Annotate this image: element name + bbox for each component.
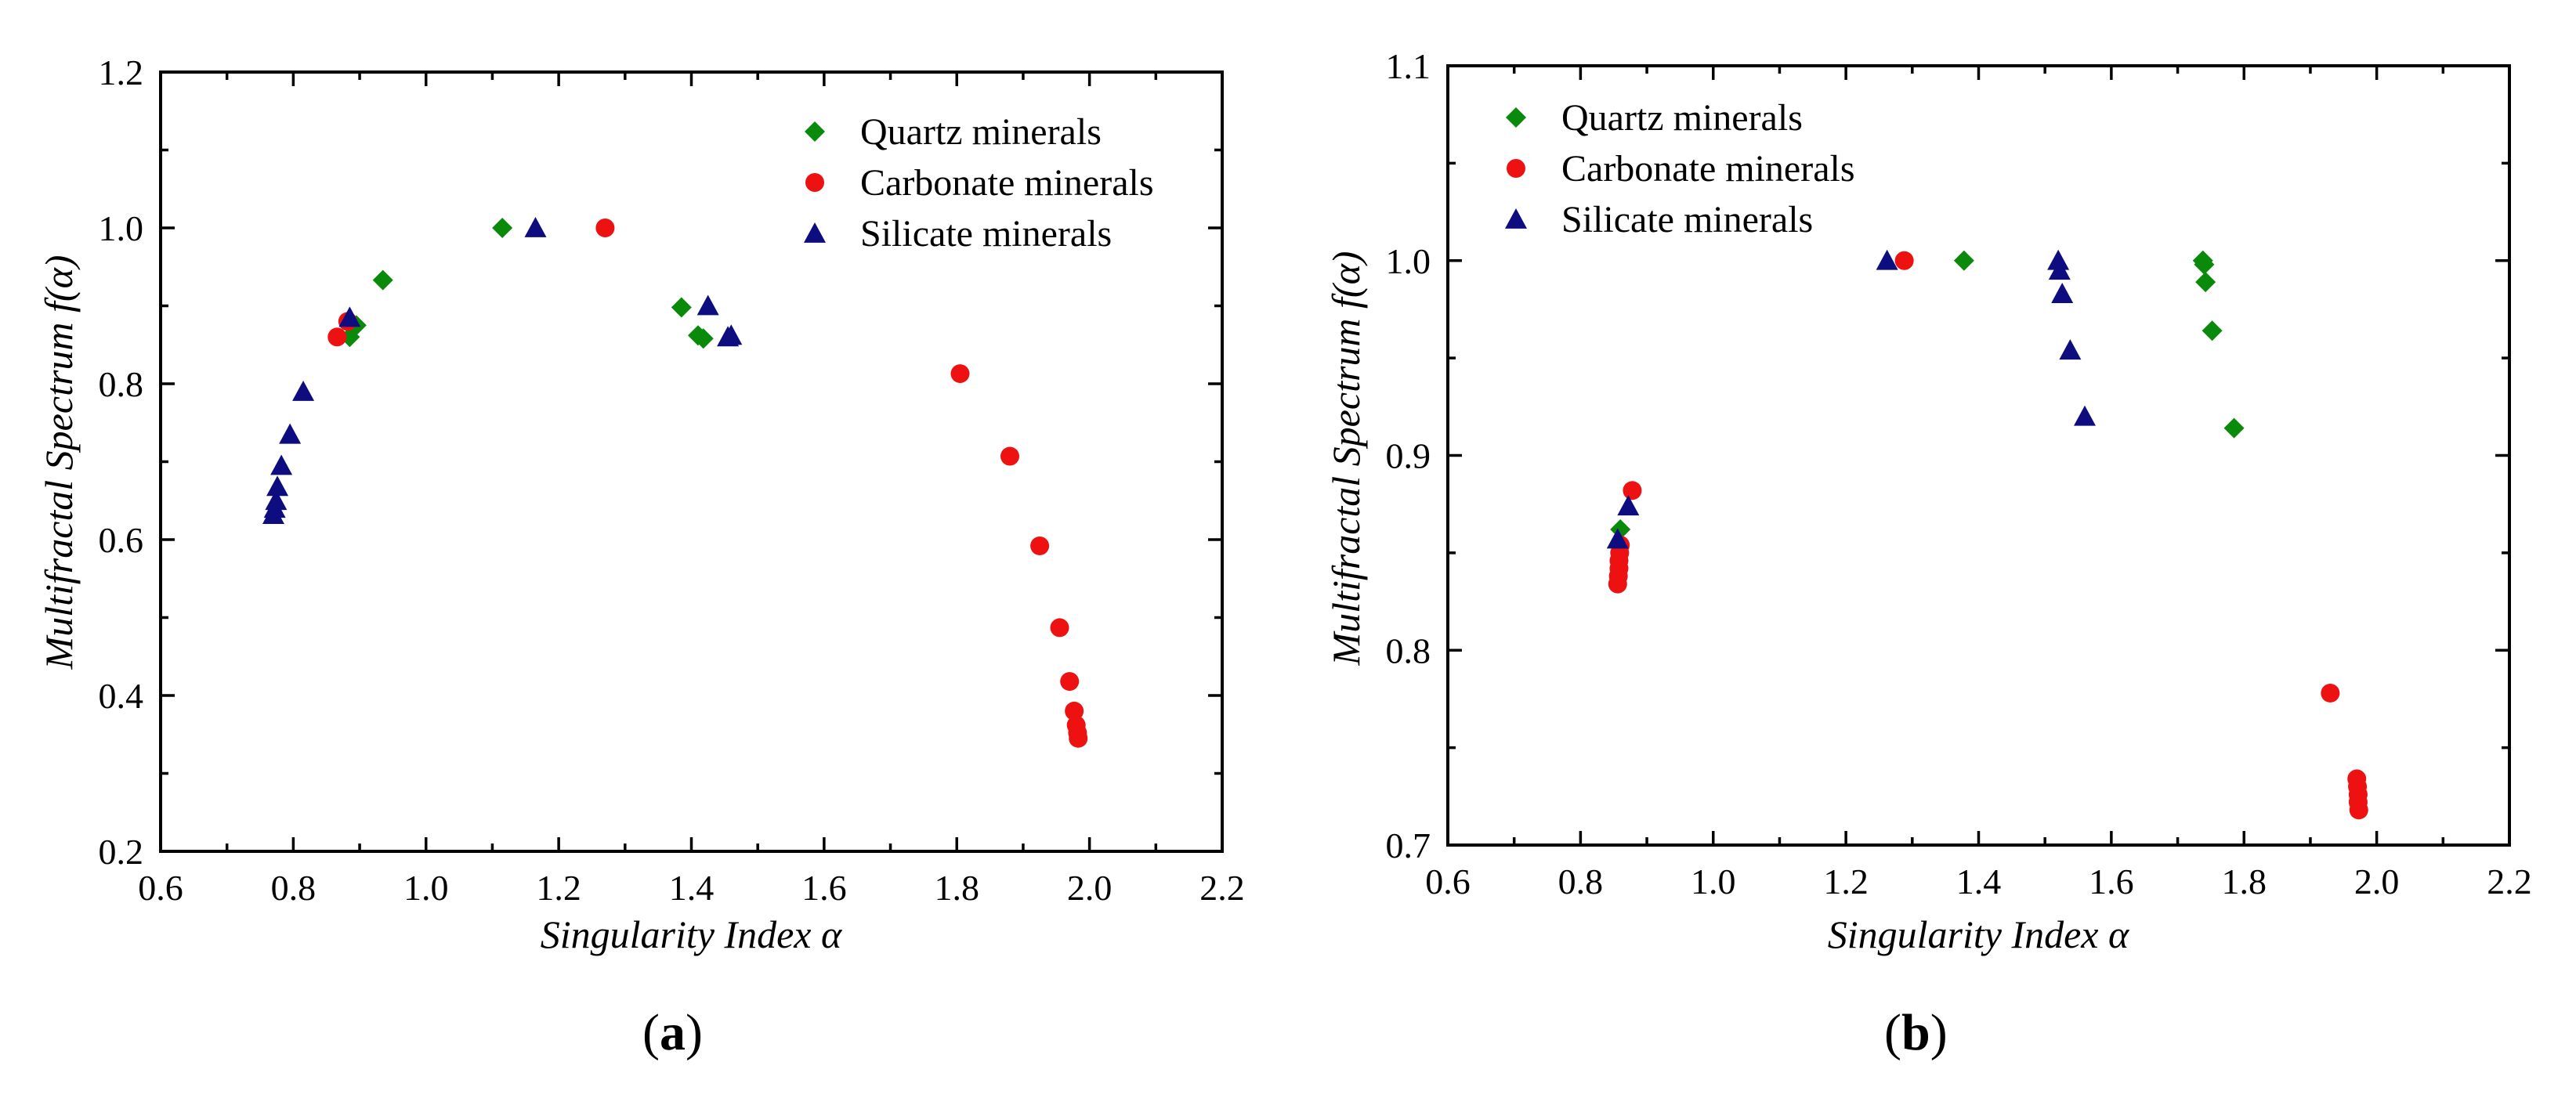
y-tick-label: 0.7 [1386,825,1431,865]
quartz-minerals-point [2195,272,2216,293]
carbonate-minerals-point [327,327,347,347]
carbonate-minerals-point [595,219,615,237]
x-tick-label: 1.6 [801,868,847,908]
legend-silicate-minerals-marker [1505,208,1527,229]
legend-carbonate-minerals-label: Carbonate minerals [1561,148,1855,190]
y-tick-label: 0.9 [1386,436,1431,476]
quartz-minerals-point [372,269,393,291]
y-tick-label: 0.6 [99,520,144,560]
silicate-minerals-point [266,475,289,497]
panel-b-x-axis-title: Singularity Index α [1828,912,2130,956]
x-tick-label: 0.6 [1425,862,1471,901]
x-tick-label: 1.0 [1691,862,1736,901]
panel-b-y-axis-title: Multifractal Spectrum f(α) [1324,251,1368,666]
silicate-minerals-point [2048,259,2071,280]
silicate-minerals-point [2059,339,2082,360]
y-tick-label: 0.2 [99,832,144,872]
panel-b-legend: Quartz minerals Carbonate minerals Silicat… [1505,97,1855,240]
silicate-minerals-point [292,380,315,401]
silicate-minerals-point [279,423,302,444]
legend-quartz-minerals-label: Quartz minerals [860,111,1102,153]
panel-a-x-axis-title: Singularity Index α [541,912,843,956]
x-tick-label: 2.0 [2354,862,2400,901]
panel-a-y-axis-title: Multifractal Spectrum f(α) [37,255,81,670]
y-tick-label: 1.2 [99,52,144,92]
panel-b: 0.6 0.8 1.0 1.2 1.4 1.6 1.8 2.0 2.2 0.7 0.8 0.9 1.0 1… [1324,46,2532,1061]
y-tick-label: 0.8 [1386,630,1431,670]
quartz-minerals-point [1953,250,1974,271]
x-tick-label: 1.6 [2089,862,2134,901]
panel-a-points [262,217,1088,748]
carbonate-minerals-point [2321,683,2340,703]
carbonate-minerals-point [1069,728,1088,748]
silicate-minerals-point [2074,405,2096,426]
carbonate-minerals-point [1894,251,1914,270]
silicate-minerals-point [1606,528,1629,549]
legend-quartz-minerals-label: Quartz minerals [1561,97,1803,139]
y-tick-label: 1.0 [99,208,144,248]
panel-b-ticks: 0.6 0.8 1.0 1.2 1.4 1.6 1.8 2.0 2.2 0.7 0.8 0.9 1.0 1… [1386,46,2532,901]
x-tick-label: 0.8 [271,868,317,908]
legend-silicate-minerals-label: Silicate minerals [860,213,1112,255]
panel-b-label: (b) [1884,1004,1948,1061]
quartz-minerals-point [671,297,692,318]
x-tick-label: 1.8 [935,868,980,908]
x-tick-label: 1.4 [669,868,715,908]
legend-silicate-minerals-label: Silicate minerals [1561,199,1813,240]
legend-silicate-minerals-marker [804,222,826,243]
x-tick-label: 1.8 [2222,862,2267,901]
silicate-minerals-point [720,324,743,345]
carbonate-minerals-point [1065,701,1084,721]
x-tick-label: 1.0 [403,868,449,908]
carbonate-minerals-point [1000,446,1019,466]
x-tick-label: 2.2 [1199,868,1245,908]
x-tick-label: 2.0 [1067,868,1113,908]
legend-quartz-minerals-marker [805,121,825,142]
x-tick-label: 1.2 [1823,862,1869,901]
panel-b-letter: b [1901,1004,1930,1061]
legend-quartz-minerals-marker [1506,107,1526,128]
silicate-minerals-point [338,306,361,327]
silicate-minerals-point [2047,249,2070,270]
quartz-minerals-point [492,218,513,238]
legend-carbonate-minerals-marker [805,173,824,192]
y-tick-label: 0.4 [99,676,144,716]
silicate-minerals-point [524,217,547,237]
quartz-minerals-point [693,328,714,349]
panel-a-ticks: 0.6 0.8 1.0 1.2 1.4 1.6 1.8 2.0 2.2 0.2 0.4 0.6 0.8 1… [99,52,1245,908]
silicate-minerals-point [265,489,288,511]
y-tick-label: 0.8 [99,364,144,404]
panel-a-letter: a [660,1004,686,1061]
quartz-minerals-point [2194,254,2215,275]
y-tick-label: 1.1 [1386,46,1431,86]
carbonate-minerals-point [950,364,970,384]
silicate-minerals-point [1617,495,1640,516]
x-tick-label: 1.2 [536,868,581,908]
panel-a-label: (a) [642,1004,703,1061]
panel-a: 0.6 0.8 1.0 1.2 1.4 1.6 1.8 2.0 2.2 0.2 0.4 0.6 0.8 1… [37,52,1245,1061]
carbonate-minerals-point [1050,618,1069,638]
x-tick-label: 2.2 [2487,862,2532,901]
panel-a-legend: Quartz minerals Carbonate minerals Silicat… [804,111,1154,255]
carbonate-minerals-point [1030,536,1050,555]
quartz-minerals-point [2223,417,2245,439]
silicate-minerals-point [270,454,293,475]
x-tick-label: 0.6 [138,868,183,908]
quartz-minerals-point [2202,320,2223,341]
silicate-minerals-point [696,294,719,316]
carbonate-minerals-point [2349,800,2368,820]
y-tick-label: 1.0 [1386,241,1431,281]
silicate-minerals-point [2051,283,2074,303]
legend-carbonate-minerals-label: Carbonate minerals [860,162,1154,204]
carbonate-minerals-point [1060,672,1080,692]
carbonate-minerals-point [1623,481,1642,500]
x-tick-label: 1.4 [1956,862,2002,901]
silicate-minerals-point [1876,249,1898,270]
panel-b-points [1606,249,2368,820]
legend-carbonate-minerals-marker [1507,159,1525,178]
x-tick-label: 0.8 [1558,862,1604,901]
